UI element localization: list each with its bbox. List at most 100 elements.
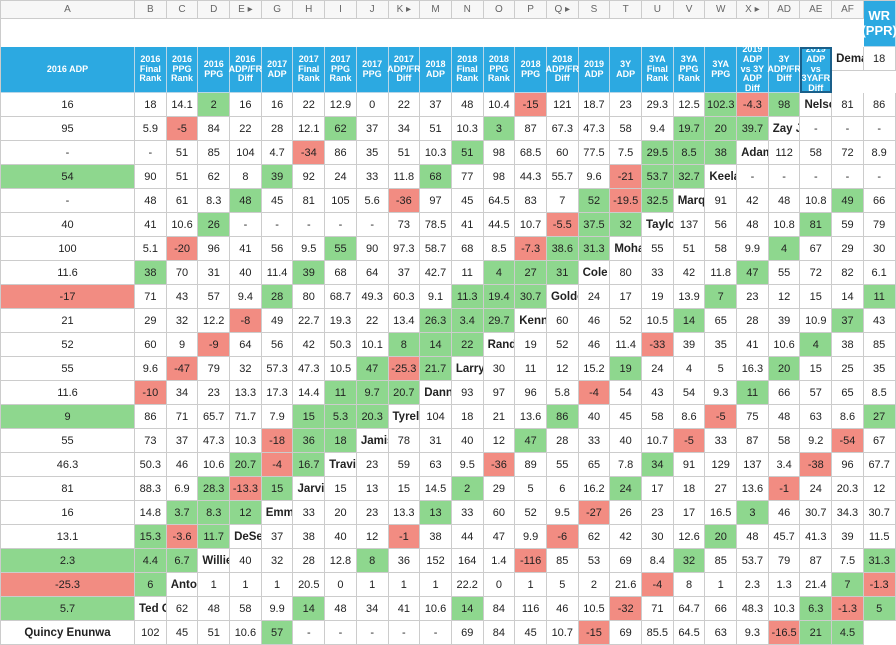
header-col[interactable]: 3YA PPG — [705, 47, 737, 93]
data-cell[interactable]: - — [769, 165, 801, 189]
data-cell[interactable]: 1 — [198, 573, 230, 597]
data-cell[interactable]: 23 — [357, 453, 389, 477]
data-cell[interactable]: -5 — [674, 429, 706, 453]
player-name[interactable]: Randall Cobb — [484, 333, 516, 357]
header-col[interactable]: 2016 PPG Rank — [167, 47, 199, 93]
data-cell[interactable]: 56 — [262, 237, 294, 261]
data-cell[interactable]: 15 — [389, 477, 421, 501]
data-cell[interactable]: 47.3 — [293, 357, 325, 381]
data-cell[interactable]: 10.3 — [230, 429, 262, 453]
col-letter[interactable]: K ▸ — [389, 1, 421, 19]
data-cell[interactable]: 9.3 — [705, 381, 737, 405]
data-cell[interactable]: 7.8 — [610, 453, 642, 477]
data-cell[interactable]: 31.3 — [864, 549, 896, 573]
data-cell[interactable]: 97.3 — [389, 237, 421, 261]
data-cell[interactable]: 20 — [325, 501, 357, 525]
data-cell[interactable]: 98 — [484, 165, 516, 189]
data-cell[interactable]: 30 — [642, 525, 674, 549]
data-cell[interactable]: 8.5 — [864, 381, 896, 405]
col-letter[interactable]: N — [452, 1, 484, 19]
header-col[interactable]: 3YA Final Rank — [642, 47, 674, 93]
data-cell[interactable]: 67.7 — [864, 453, 896, 477]
data-cell[interactable]: 5.7 — [1, 597, 135, 621]
data-cell[interactable]: 12.2 — [198, 309, 230, 333]
data-cell[interactable]: 9.5 — [547, 501, 579, 525]
data-cell[interactable]: 3.7 — [167, 501, 199, 525]
data-cell[interactable]: 64 — [230, 333, 262, 357]
player-name[interactable]: Antonio Brown — [167, 573, 199, 597]
header-col[interactable]: 2016 ADP — [1, 47, 135, 93]
data-cell[interactable]: - — [832, 165, 864, 189]
data-cell[interactable]: 3.4 — [452, 309, 484, 333]
data-cell[interactable]: 27 — [864, 405, 896, 429]
data-cell[interactable]: 10.5 — [579, 597, 611, 621]
data-cell[interactable]: 29 — [832, 237, 864, 261]
data-cell[interactable]: 23 — [737, 285, 769, 309]
data-cell[interactable]: 11 — [452, 261, 484, 285]
data-cell[interactable]: 5.1 — [135, 237, 167, 261]
data-cell[interactable]: 58 — [230, 597, 262, 621]
data-cell[interactable]: 32 — [262, 549, 294, 573]
data-cell[interactable]: 84 — [198, 117, 230, 141]
header-col[interactable]: 2017 PPG — [357, 47, 389, 93]
data-cell[interactable]: 53 — [579, 549, 611, 573]
data-cell[interactable]: 33 — [705, 429, 737, 453]
data-cell[interactable]: 9 — [1, 405, 135, 429]
data-cell[interactable]: 42.7 — [420, 261, 452, 285]
data-cell[interactable]: 18 — [135, 93, 167, 117]
data-cell[interactable]: 31 — [420, 429, 452, 453]
data-cell[interactable]: 1 — [230, 573, 262, 597]
data-cell[interactable]: 19 — [515, 333, 547, 357]
data-cell[interactable]: 68 — [325, 261, 357, 285]
data-cell[interactable]: 28 — [262, 285, 294, 309]
data-cell[interactable]: 43 — [864, 309, 896, 333]
data-cell[interactable]: -9 — [198, 333, 230, 357]
data-cell[interactable]: 14 — [452, 597, 484, 621]
player-name[interactable]: Emmanuel Sanders — [262, 501, 294, 525]
col-letter[interactable]: G — [262, 1, 294, 19]
data-cell[interactable]: 67 — [800, 237, 832, 261]
data-cell[interactable]: 9.5 — [293, 237, 325, 261]
data-cell[interactable]: 46 — [579, 333, 611, 357]
data-cell[interactable]: 12.9 — [325, 93, 357, 117]
data-cell[interactable]: - — [325, 213, 357, 237]
data-cell[interactable]: 57 — [262, 621, 294, 645]
data-cell[interactable]: 9.3 — [737, 621, 769, 645]
col-letter[interactable]: O — [484, 1, 516, 19]
data-cell[interactable]: 8.3 — [198, 189, 230, 213]
data-cell[interactable]: - — [1, 189, 135, 213]
data-cell[interactable]: 9.6 — [579, 165, 611, 189]
data-cell[interactable]: 17 — [610, 285, 642, 309]
data-cell[interactable]: 61 — [167, 189, 199, 213]
data-cell[interactable]: 34.3 — [832, 501, 864, 525]
data-cell[interactable]: 14 — [420, 333, 452, 357]
data-cell[interactable]: 19.4 — [484, 285, 516, 309]
data-cell[interactable]: 62 — [167, 597, 199, 621]
data-cell[interactable]: -21 — [610, 165, 642, 189]
player-name[interactable]: Taylor Gabriel — [642, 213, 674, 237]
data-cell[interactable]: 10.1 — [357, 333, 389, 357]
player-name[interactable]: Tyrell Williams — [389, 405, 421, 429]
data-cell[interactable]: 31 — [547, 261, 579, 285]
data-cell[interactable]: 5.8 — [547, 381, 579, 405]
data-cell[interactable]: 51 — [674, 237, 706, 261]
header-col[interactable]: 2016 ADP/FR Diff — [230, 47, 262, 93]
data-cell[interactable]: 95 — [1, 117, 135, 141]
data-cell[interactable]: 4 — [674, 357, 706, 381]
data-cell[interactable]: 100 — [1, 237, 135, 261]
data-cell[interactable]: 40 — [579, 405, 611, 429]
data-cell[interactable]: 16 — [1, 93, 135, 117]
col-letter[interactable]: B — [135, 1, 167, 19]
data-cell[interactable]: 19 — [610, 357, 642, 381]
data-cell[interactable]: 79 — [198, 357, 230, 381]
data-cell[interactable]: 32 — [167, 309, 199, 333]
data-cell[interactable]: 4.5 — [832, 621, 864, 645]
player-name[interactable]: Marqise Lee — [674, 189, 706, 213]
data-cell[interactable]: 32 — [610, 213, 642, 237]
data-cell[interactable]: 44.5 — [484, 213, 516, 237]
data-cell[interactable]: 2 — [452, 477, 484, 501]
data-cell[interactable]: 121 — [547, 93, 579, 117]
data-cell[interactable]: 82 — [832, 261, 864, 285]
data-cell[interactable]: 55 — [1, 429, 135, 453]
data-cell[interactable]: 48 — [737, 525, 769, 549]
